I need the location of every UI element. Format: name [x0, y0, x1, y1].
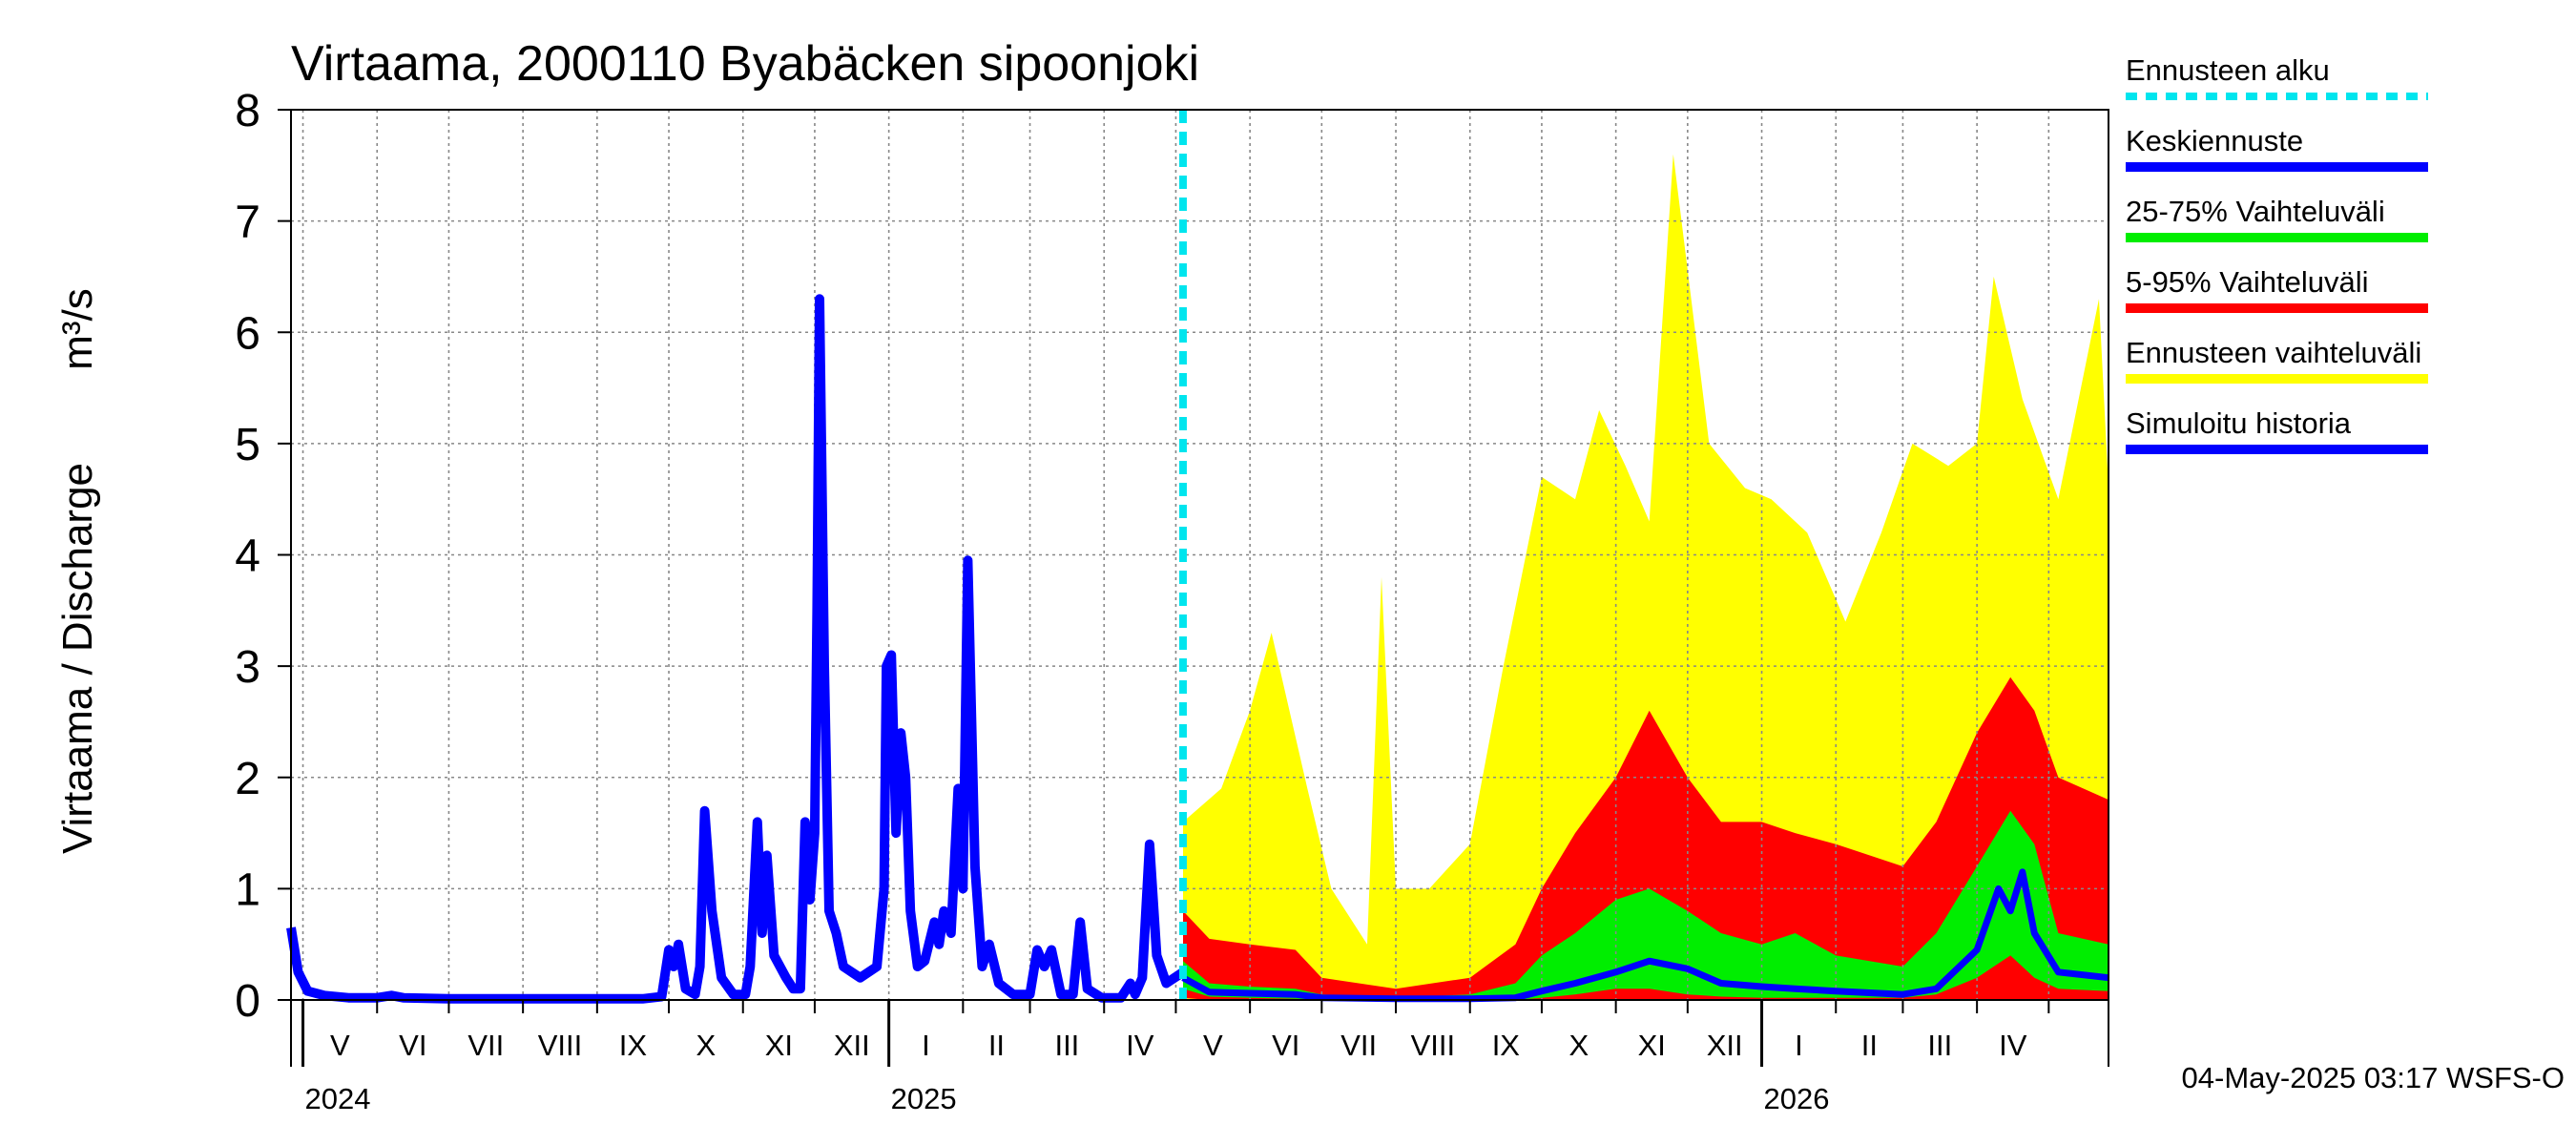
x-month-label: VI — [399, 1029, 426, 1062]
y-tick-label: 6 — [235, 308, 260, 359]
y-axis-unit: m³/s — [54, 288, 101, 370]
x-month-label: VIII — [1411, 1029, 1456, 1062]
legend-label-ennusteen-vaihteluv-li: Ennusteen vaihteluväli — [2126, 336, 2421, 369]
y-tick-label: 5 — [235, 420, 260, 470]
x-month-label: VII — [467, 1029, 504, 1062]
legend: Ennusteen alku Keskiennuste 25-75% Vaihtel… — [2126, 53, 2428, 454]
x-month-label: XI — [765, 1029, 793, 1062]
x-month-label: III — [1054, 1029, 1079, 1062]
forecast-bands — [1183, 154, 2109, 1000]
series-line-keskiennuste — [1181, 868, 2109, 1003]
x-month-label: VII — [1340, 1029, 1377, 1062]
y-axis-label: Virtaama / Discharge — [54, 463, 101, 854]
legend-label-ennusteen-alku: Ennusteen alku — [2126, 53, 2330, 87]
grid-lines — [291, 109, 2109, 1000]
x-month-label: XII — [834, 1029, 870, 1062]
band-ennusteen-vaihteluv-li — [1183, 154, 2109, 1000]
x-month-label: X — [1568, 1029, 1589, 1062]
x-month-label: II — [988, 1029, 1005, 1062]
y-tick-label: 0 — [235, 976, 260, 1027]
y-tick-label: 7 — [235, 198, 260, 248]
x-year-label: 2024 — [305, 1082, 371, 1115]
band-25-75-vaihteluv-li — [1183, 810, 2109, 1000]
y-tick-label: 8 — [235, 86, 260, 136]
y-tick-label: 4 — [235, 531, 260, 582]
x-month-label: X — [696, 1029, 717, 1062]
x-month-label: IX — [1492, 1029, 1521, 1062]
x-year-label: 2026 — [1764, 1082, 1830, 1115]
x-month-label: VI — [1272, 1029, 1299, 1062]
x-month-label: VIII — [538, 1029, 583, 1062]
y-tick-label: 1 — [235, 864, 260, 915]
x-month-label: II — [1861, 1029, 1878, 1062]
chart-title: Virtaama, 2000110 Byabäcken sipoonjoki — [291, 36, 1199, 92]
x-month-label: I — [922, 1029, 930, 1062]
legend-label-25-75-vaihteluv-li: 25-75% Vaihteluväli — [2126, 195, 2385, 228]
series-line-simuloitu-historia — [286, 294, 1186, 1004]
y-tick-label: 3 — [235, 642, 260, 693]
x-month-label: V — [330, 1029, 350, 1062]
data-lines — [286, 110, 2109, 1004]
legend-label-5-95-vaihteluv-li: 5-95% Vaihteluväli — [2126, 265, 2368, 299]
x-month-label: IX — [619, 1029, 648, 1062]
x-month-label: III — [1927, 1029, 1952, 1062]
x-month-label: I — [1795, 1029, 1803, 1062]
x-month-label: XII — [1707, 1029, 1743, 1062]
x-month-label: V — [1203, 1029, 1223, 1062]
legend-label-keskiennuste: Keskiennuste — [2126, 124, 2303, 157]
x-month-label: XI — [1638, 1029, 1666, 1062]
legend-label-simuloitu-historia: Simuloitu historia — [2126, 406, 2352, 440]
x-year-label: 2025 — [891, 1082, 957, 1115]
y-tick-label: 2 — [235, 754, 260, 804]
x-month-label: IV — [1126, 1029, 1154, 1062]
band-5-95-vaihteluv-li — [1183, 677, 2109, 1000]
footer-timestamp: 04-May-2025 03:17 WSFS-O — [2181, 1061, 2565, 1094]
x-month-label: IV — [1999, 1029, 2027, 1062]
